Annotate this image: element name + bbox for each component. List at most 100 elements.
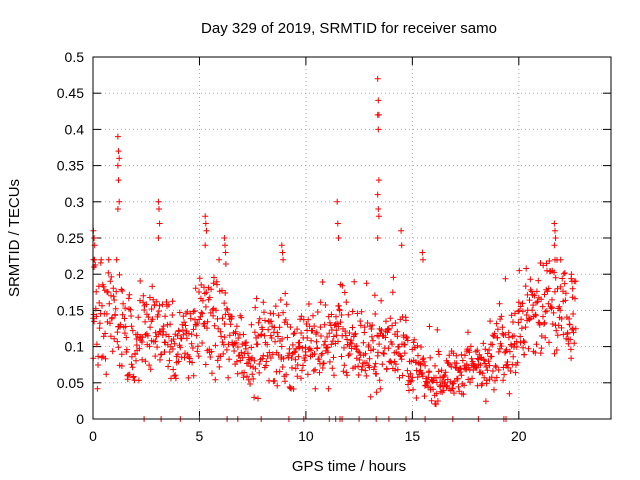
data-point — [113, 256, 120, 263]
data-point — [502, 331, 509, 338]
data-point — [216, 256, 223, 263]
data-point — [238, 314, 245, 321]
data-point — [189, 359, 196, 366]
data-point — [165, 333, 172, 340]
data-point — [252, 365, 259, 372]
data-point — [328, 311, 335, 318]
data-point — [265, 326, 272, 333]
data-point — [552, 235, 559, 241]
data-point — [552, 227, 558, 234]
x-tick-label: 20 — [511, 428, 527, 444]
data-point — [565, 340, 572, 347]
data-point — [497, 316, 504, 323]
data-point — [174, 332, 181, 339]
data-point — [427, 354, 434, 361]
data-point — [525, 345, 532, 352]
data-point — [137, 297, 143, 304]
data-point — [118, 351, 125, 358]
data-point — [392, 320, 399, 326]
data-point — [238, 349, 245, 356]
data-point — [468, 355, 475, 362]
data-point — [322, 302, 329, 308]
data-point — [226, 332, 233, 339]
data-point — [201, 320, 208, 327]
data-point — [375, 97, 382, 104]
data-point — [276, 324, 283, 331]
data-point — [331, 372, 337, 379]
data-point — [118, 286, 125, 293]
y-tick-label: 0.2 — [65, 266, 85, 282]
data-point — [436, 351, 442, 358]
data-point — [192, 321, 199, 328]
data-point — [358, 366, 365, 373]
data-point — [212, 376, 219, 383]
data-point — [223, 346, 230, 353]
data-point — [174, 351, 181, 358]
data-point — [538, 345, 545, 352]
data-point — [492, 362, 499, 369]
data-point — [119, 311, 126, 318]
data-point — [466, 349, 473, 356]
data-point — [136, 345, 143, 352]
data-point — [499, 330, 506, 337]
data-point — [343, 369, 350, 376]
data-point — [248, 321, 255, 328]
data-point — [107, 278, 114, 285]
y-tick-label: 0.15 — [57, 302, 84, 318]
data-point — [279, 364, 286, 370]
x-axis: 0 5 10 15 20 — [89, 57, 527, 444]
data-point — [143, 311, 150, 318]
data-point — [457, 369, 464, 376]
data-point — [479, 370, 486, 377]
data-point — [326, 330, 333, 337]
data-point — [214, 357, 221, 364]
data-point — [260, 299, 267, 306]
data-point — [336, 307, 343, 314]
data-point — [558, 324, 565, 331]
data-point — [110, 285, 117, 292]
data-point — [147, 324, 154, 331]
data-point — [476, 351, 483, 358]
data-point — [512, 369, 519, 376]
data-point — [107, 320, 113, 327]
data-point — [376, 377, 383, 384]
data-point — [540, 313, 546, 320]
data-point — [233, 358, 240, 365]
data-point — [376, 341, 383, 348]
data-point — [516, 267, 523, 274]
data-point — [227, 313, 234, 320]
data-point — [498, 343, 505, 350]
data-point — [183, 335, 190, 342]
data-point — [541, 319, 548, 326]
data-point — [154, 344, 161, 351]
y-tick-label: 0.05 — [57, 375, 84, 391]
data-point — [513, 338, 520, 345]
data-point — [354, 310, 361, 317]
data-point — [116, 155, 123, 162]
data-point — [152, 353, 159, 360]
data-point — [320, 360, 327, 367]
data-point — [403, 333, 410, 340]
data-point — [283, 371, 290, 378]
data-point — [326, 358, 333, 365]
y-tick-label: 0.25 — [57, 230, 84, 246]
data-point — [482, 346, 489, 353]
data-point — [276, 368, 283, 375]
data-point — [199, 297, 206, 304]
data-point — [135, 314, 142, 321]
data-point — [417, 361, 424, 368]
data-point — [370, 337, 376, 344]
data-point — [221, 321, 228, 327]
data-point — [128, 313, 135, 319]
data-point — [541, 291, 548, 298]
data-point — [374, 191, 381, 198]
data-point — [351, 331, 358, 338]
data-point — [185, 374, 192, 381]
data-point — [310, 367, 317, 374]
y-tick-label: 0.1 — [65, 339, 85, 355]
data-point — [335, 323, 342, 330]
data-point — [426, 368, 433, 375]
data-point — [556, 303, 563, 310]
data-point — [156, 206, 162, 212]
